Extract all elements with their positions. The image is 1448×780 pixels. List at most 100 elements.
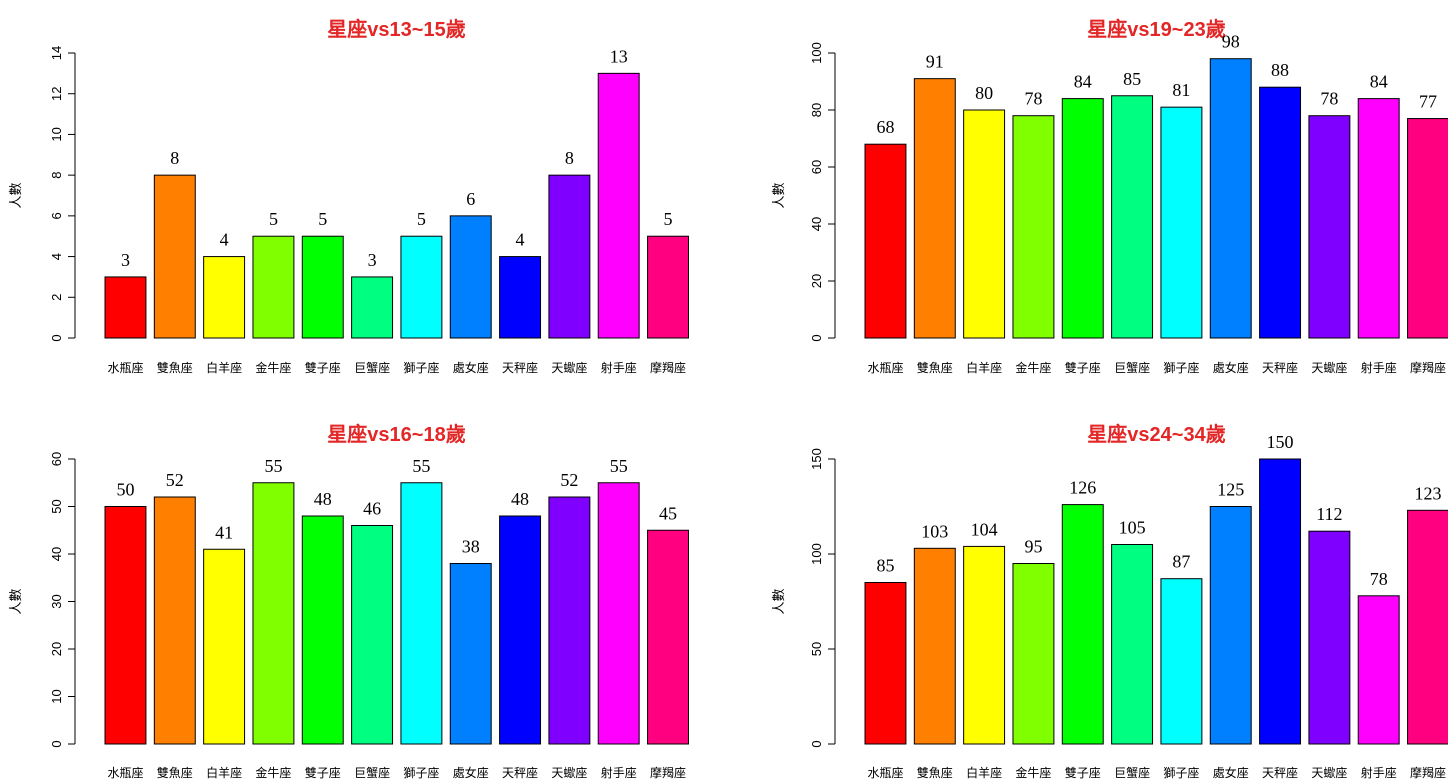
bar-白羊座 [203,548,246,745]
y-tick-label: 0 [809,334,824,341]
data-label: 38 [462,537,480,557]
bar-雙子座 [301,235,344,339]
y-tick-label: 20 [49,642,64,656]
bar-白羊座 [963,109,1006,339]
bar-摩羯座 [647,529,689,745]
bar-白羊座 [963,545,1006,745]
y-tick-label: 12 [49,86,64,100]
bar-處女座 [449,215,492,339]
y-tick-label: 0 [809,740,824,747]
data-label: 50 [116,480,134,500]
bar-水瓶座 [864,143,907,339]
y-tick-label: 60 [809,160,824,174]
x-tick-label: 雙子座 [305,765,341,780]
data-label: 4 [220,230,229,250]
y-tick-label: 40 [49,547,64,561]
data-label: 98 [1222,32,1240,52]
y-tick-label: 10 [49,127,64,141]
x-tick-label: 天秤座 [1262,360,1298,375]
data-label: 77 [1419,92,1437,112]
bar-天秤座 [1259,458,1302,745]
data-label: 112 [1316,504,1342,524]
bar-射手座 [1357,595,1400,745]
x-tick-label: 巨蟹座 [354,765,390,780]
bar-天蠍座 [1308,530,1351,745]
bar-天秤座 [499,515,542,745]
y-tick-label: 8 [49,172,64,179]
chart-title: 星座vs16~18歲 [327,422,465,446]
data-label: 55 [264,456,282,476]
data-label: 104 [971,519,998,539]
x-tick-label: 雙子座 [305,360,341,375]
bar-雙子座 [1061,98,1104,339]
bar-白羊座 [203,256,246,339]
data-label: 78 [1320,89,1338,109]
bar-巨蟹座 [351,525,394,745]
x-tick-label: 處女座 [453,360,489,375]
bar-雙魚座 [153,496,196,745]
bar-獅子座 [400,482,443,745]
x-tick-label: 金牛座 [1015,765,1051,780]
data-label: 5 [318,209,327,229]
data-label: 85 [876,556,894,576]
data-label: 68 [876,117,894,137]
x-tick-label: 雙子座 [1065,360,1101,375]
x-tick-label: 天蠍座 [551,765,587,780]
bar-天蠍座 [1308,115,1351,339]
x-tick-label: 雙魚座 [157,765,193,780]
x-tick-label: 天蠍座 [551,360,587,375]
bar-雙子座 [1061,504,1104,745]
data-label: 81 [1172,80,1190,100]
bar-雙魚座 [913,547,956,745]
data-label: 103 [921,521,948,541]
y-axis-label: 人數 [8,182,23,208]
data-label: 78 [1024,89,1042,109]
x-tick-label: 摩羯座 [1410,765,1446,780]
data-label: 3 [368,250,377,270]
data-label: 52 [166,470,184,490]
y-tick-label: 2 [49,294,64,301]
x-tick-label: 射手座 [1361,360,1397,375]
data-label: 45 [659,503,677,523]
y-tick-label: 14 [49,46,64,60]
data-label: 48 [314,489,332,509]
bar-處女座 [1209,58,1252,339]
bar-摩羯座 [647,235,689,339]
x-tick-label: 摩羯座 [650,360,686,375]
y-tick-label: 50 [809,642,824,656]
y-tick-label: 0 [49,334,64,341]
x-tick-label: 白羊座 [206,360,242,375]
data-label: 84 [1074,72,1092,92]
data-label: 5 [417,209,426,229]
bar-摩羯座 [1407,118,1448,339]
data-label: 4 [516,230,525,250]
bar-天秤座 [499,256,542,339]
bar-獅子座 [1160,578,1203,745]
bar-水瓶座 [104,276,147,339]
data-label: 95 [1024,537,1042,557]
bar-獅子座 [400,235,443,339]
bar-摩羯座 [1407,509,1448,745]
bar-天蠍座 [548,496,591,745]
y-tick-label: 6 [49,212,64,219]
x-tick-label: 雙子座 [1065,765,1101,780]
data-label: 123 [1415,483,1442,503]
x-tick-label: 天蠍座 [1311,765,1347,780]
data-label: 91 [926,52,944,72]
x-tick-label: 金牛座 [255,765,291,780]
data-label: 6 [466,189,475,209]
x-tick-label: 天秤座 [502,765,538,780]
y-tick-label: 30 [49,594,64,608]
y-tick-label: 10 [49,689,64,703]
data-label: 48 [511,489,529,509]
bar-金牛座 [252,235,295,339]
data-label: 105 [1119,518,1146,538]
x-tick-label: 水瓶座 [107,765,143,780]
chart-title: 星座vs24~34歲 [1087,422,1225,446]
y-tick-label: 40 [809,217,824,231]
y-tick-label: 100 [809,543,824,565]
bar-處女座 [1209,506,1252,745]
bar-雙魚座 [913,78,956,339]
x-tick-label: 巨蟹座 [1114,765,1150,780]
